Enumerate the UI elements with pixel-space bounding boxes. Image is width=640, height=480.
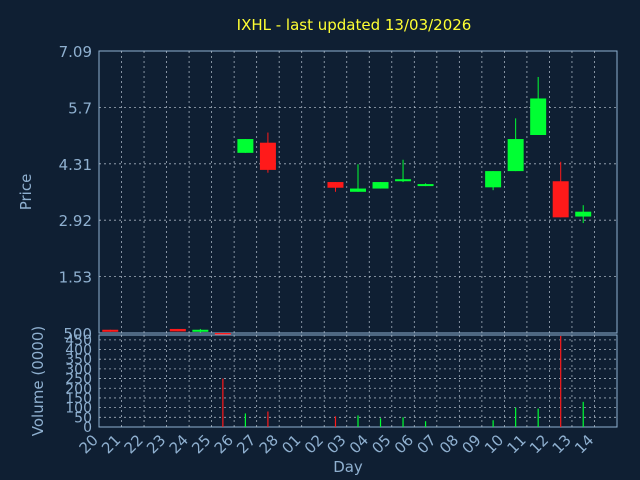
volume-grid [99,335,617,427]
volume-tick-label: 0 [83,420,92,436]
candle-body [169,328,186,332]
price-plot-frame [98,50,618,334]
candle-body [259,142,276,170]
candle-body [530,98,547,135]
price-panel: 7.09 5.7 4.31 2.92 1.53 500 Price [17,43,618,343]
candle-body [350,188,366,192]
candle-body [214,333,231,335]
volume-tick-label: 100 [65,401,92,417]
candle-body [237,139,254,153]
candle-body [372,182,389,189]
volume-axis-label: Volume (0000) [29,326,47,436]
volume-tick-label: 350 [65,352,92,368]
price-axis-ticks: 7.09 5.7 4.31 2.92 1.53 500 [59,43,92,343]
candle-body [552,181,569,218]
day-axis-ticks: 2021222324252627280102030405060708091011… [76,431,598,457]
candle-body [395,179,412,182]
price-grid [99,51,617,333]
volume-tick-label: 50 [74,410,92,426]
volume-tick-label: 150 [65,391,92,407]
candle-body [575,211,592,217]
candle-body [485,171,502,188]
candle-body [327,182,344,188]
price-tick-label: 500 [63,325,92,343]
volume-tick-label: 300 [65,362,92,378]
volume-plot-frame [98,334,618,428]
candle-body [102,329,119,332]
candle-body [507,139,524,172]
volume-tick-label: 200 [65,381,92,397]
candle-body [417,184,434,187]
price-tick-label: 2.92 [59,212,92,230]
volume-tick-label: 250 [65,372,92,388]
price-tick-label: 1.53 [59,269,92,287]
price-tick-label: 7.09 [59,43,92,61]
candle-body [192,329,209,332]
price-tick-label: 4.31 [59,156,92,174]
volume-tick-label: 400 [65,343,92,359]
volume-tick-label: 450 [65,333,92,349]
day-axis-label: Day [333,458,363,476]
volume-bars [222,335,584,427]
candles [102,76,592,335]
chart-title: IXHL - last updated 13/03/2026 [237,16,472,34]
price-axis-label: Price [17,174,35,211]
price-tick-label: 5.7 [68,99,92,117]
day-tick-label: 14 [571,431,597,457]
